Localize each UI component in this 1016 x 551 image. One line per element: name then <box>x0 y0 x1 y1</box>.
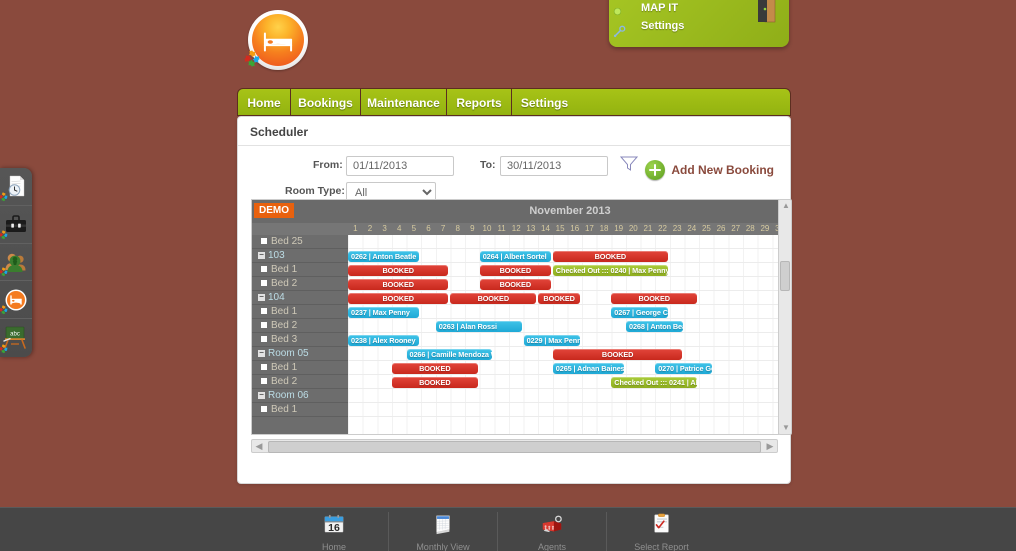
svg-text:abc: abc <box>10 332 20 338</box>
svg-text:16: 16 <box>328 522 340 534</box>
